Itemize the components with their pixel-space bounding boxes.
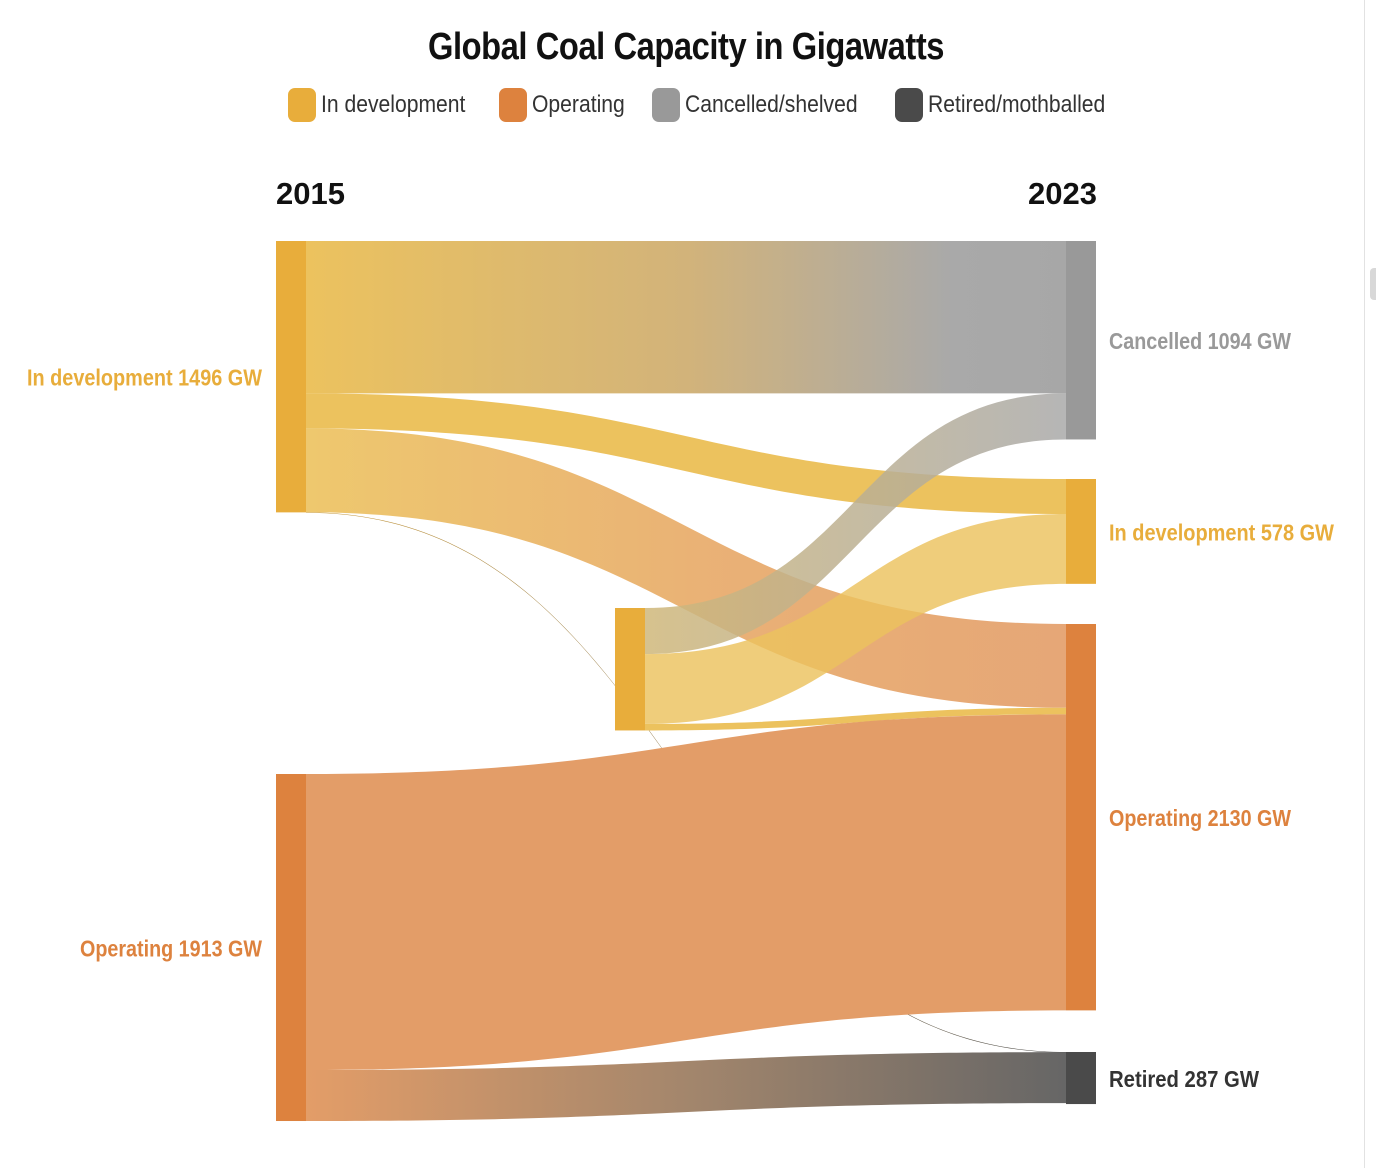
node-label-dev2015: In development 1496 GW [27, 365, 262, 391]
legend-label: Operating [532, 91, 625, 118]
flow-dev2015-to-can2023[interactable] [306, 241, 1066, 394]
legend: In development Operating Cancelled/shelv… [288, 88, 1143, 122]
legend-item-in-development[interactable]: In development [288, 88, 485, 122]
legend-item-operating[interactable]: Operating [499, 88, 637, 122]
node-dev2015[interactable] [276, 241, 306, 513]
legend-swatch-operating [499, 88, 528, 122]
legend-item-retired-mothballed[interactable]: Retired/mothballed [894, 88, 1129, 122]
column-heading-2015: 2015 [276, 176, 345, 211]
node-label-ret2023: Retired 287 GW [1109, 1066, 1259, 1092]
node-op2023[interactable] [1066, 624, 1096, 1011]
flow-new-to-dev2023[interactable] [645, 514, 1066, 724]
chart-title: Global Coal Capacity in Gigawatts [427, 26, 945, 68]
column-heading-2023: 2023 [1028, 176, 1097, 211]
node-dev2023[interactable] [1066, 479, 1096, 584]
node-new[interactable] [615, 608, 645, 731]
legend-swatch-in-development [288, 88, 316, 122]
flow-new-to-op2023[interactable] [645, 707, 1066, 731]
node-label-op2015: Operating 1913 GW [80, 936, 262, 962]
node-label-op2023: Operating 2130 GW [1109, 805, 1291, 831]
scrollbar-track[interactable] [1364, 0, 1365, 1168]
node-op2015[interactable] [276, 774, 306, 1122]
legend-swatch-cancelled-shelved [651, 88, 680, 122]
scrollbar-thumb[interactable] [1370, 268, 1376, 300]
legend-label: In development [321, 91, 466, 118]
legend-label: Cancelled/shelved [684, 91, 858, 118]
node-label-can2023: Cancelled 1094 GW [1109, 328, 1291, 354]
legend-item-cancelled-shelved[interactable]: Cancelled/shelved [651, 88, 881, 122]
node-can2023[interactable] [1066, 241, 1096, 440]
node-label-dev2023: In development 578 GW [1109, 519, 1334, 545]
node-ret2023[interactable] [1066, 1052, 1096, 1105]
flow-op2015-to-op2023[interactable] [306, 714, 1066, 1071]
flow-op2015-to-ret2023[interactable] [306, 1052, 1066, 1122]
legend-label: Retired/mothballed [927, 91, 1105, 118]
legend-swatch-retired-mothballed [894, 88, 923, 122]
flow-new-to-can2023[interactable] [645, 393, 1066, 655]
